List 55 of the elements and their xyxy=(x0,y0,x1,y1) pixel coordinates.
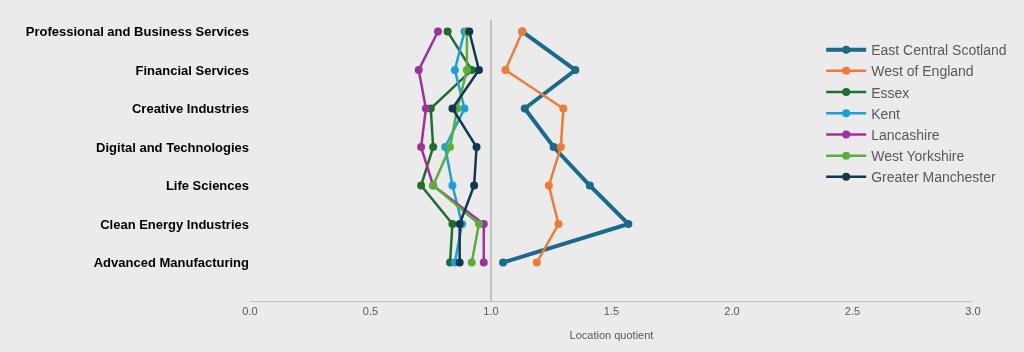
legend-label: Greater Manchester xyxy=(871,169,996,186)
point xyxy=(421,104,430,113)
y-tick-label: Creative Industries xyxy=(131,101,249,117)
point xyxy=(520,104,529,113)
legend-label: West Yorkshire xyxy=(871,148,965,165)
point xyxy=(448,220,457,229)
point xyxy=(460,104,469,113)
legend-label: Essex xyxy=(871,84,910,101)
point xyxy=(455,258,464,267)
y-tick-label: Clean Energy Industries xyxy=(100,216,249,232)
point xyxy=(532,258,541,267)
point xyxy=(554,220,563,229)
point xyxy=(443,27,452,36)
y-tick-label: Advanced Manufacturing xyxy=(93,255,250,271)
point xyxy=(446,143,455,152)
point xyxy=(501,66,510,75)
legend-label: Lancashire xyxy=(871,126,940,143)
x-tick-label: 0.5 xyxy=(362,305,379,318)
y-tick-label: Digital and Technologies xyxy=(96,139,249,155)
point xyxy=(448,104,457,113)
point xyxy=(470,181,479,190)
point xyxy=(479,258,488,267)
point xyxy=(472,143,481,152)
point xyxy=(433,27,442,36)
point xyxy=(556,143,565,152)
y-tick-label: Life Sciences xyxy=(165,178,249,194)
point xyxy=(474,220,483,229)
point xyxy=(450,66,459,75)
point xyxy=(448,181,457,190)
legend-label: Kent xyxy=(871,105,901,122)
y-tick-label: Professional and Business Services xyxy=(25,24,249,40)
point xyxy=(549,143,558,152)
point xyxy=(544,181,553,190)
legend-label: East Central Scotland xyxy=(871,42,1007,59)
x-tick-label: 2.0 xyxy=(724,305,740,318)
point xyxy=(474,66,483,75)
x-axis-title: Location quotient xyxy=(569,329,654,342)
point xyxy=(624,220,633,229)
point xyxy=(417,181,426,190)
point xyxy=(571,66,580,75)
point xyxy=(417,143,426,152)
x-tick-label: 0.0 xyxy=(242,305,258,318)
point xyxy=(414,66,423,75)
x-tick-label: 3.0 xyxy=(965,305,981,318)
legend-label: West of England xyxy=(871,63,974,80)
point xyxy=(499,258,508,267)
y-tick-label: Financial Services xyxy=(135,62,249,78)
x-tick-label: 2.5 xyxy=(844,305,861,318)
point xyxy=(467,258,476,267)
point xyxy=(559,104,568,113)
point xyxy=(462,66,471,75)
x-tick-label: 1.5 xyxy=(603,305,620,318)
point xyxy=(429,143,438,152)
x-tick-label: 1.0 xyxy=(483,305,499,318)
point xyxy=(585,181,594,190)
